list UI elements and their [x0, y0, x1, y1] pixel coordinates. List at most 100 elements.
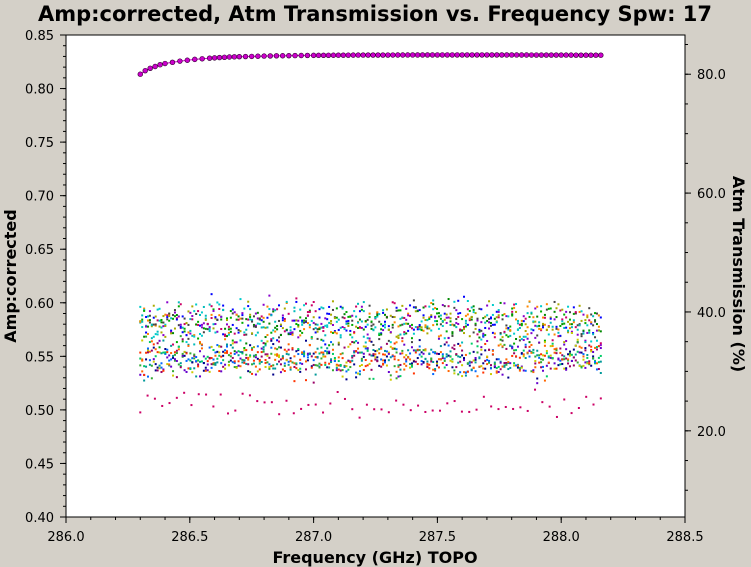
data-point: [324, 317, 327, 320]
data-point: [164, 313, 167, 316]
data-point: [351, 323, 354, 326]
data-point: [318, 366, 321, 369]
data-point: [162, 339, 165, 342]
data-point: [568, 350, 571, 353]
data-point: [150, 337, 153, 340]
data-point: [328, 362, 331, 365]
data-point: [555, 327, 558, 330]
data-point: [501, 336, 504, 339]
data-point: [476, 375, 479, 378]
data-point: [582, 364, 585, 367]
data-point: [245, 362, 248, 365]
data-point: [563, 341, 566, 344]
data-point: [474, 361, 477, 364]
data-point: [567, 329, 570, 332]
data-point: [347, 315, 350, 318]
data-point: [542, 322, 545, 325]
data-point: [588, 331, 591, 334]
data-point: [227, 363, 230, 366]
data-point: [199, 341, 202, 344]
data-point: [488, 321, 491, 324]
data-point: [281, 356, 284, 359]
data-point: [543, 339, 546, 342]
data-point: [141, 339, 144, 342]
data-point: [445, 330, 448, 333]
data-point: [387, 371, 390, 374]
data-point: [249, 318, 252, 321]
data-point: [391, 347, 394, 350]
data-point: [545, 352, 548, 355]
data-point: [266, 316, 269, 319]
data-point: [152, 316, 155, 319]
data-point: [175, 396, 178, 399]
data-point: [152, 323, 155, 326]
data-point: [145, 365, 148, 368]
data-point: [488, 300, 491, 303]
data-point: [437, 358, 440, 361]
data-point: [200, 334, 203, 337]
data-point: [455, 353, 458, 356]
data-point: [351, 356, 354, 359]
data-point: [493, 363, 496, 366]
data-point: [568, 311, 571, 314]
data-point: [445, 355, 448, 358]
data-point: [258, 322, 261, 325]
data-point: [218, 314, 221, 317]
data-point: [540, 310, 543, 313]
data-point: [231, 361, 234, 364]
data-point: [189, 332, 192, 335]
data-point: [187, 310, 190, 313]
data-point: [395, 335, 398, 338]
data-point: [254, 325, 257, 328]
data-point: [507, 328, 510, 331]
data-point: [549, 317, 552, 320]
data-point: [185, 352, 188, 355]
data-point: [580, 310, 583, 313]
data-point: [158, 364, 161, 367]
data-point: [526, 409, 529, 412]
data-point: [364, 359, 367, 362]
data-point: [212, 358, 215, 361]
data-point: [225, 351, 228, 354]
data-point: [276, 308, 279, 311]
plot-area[interactable]: [65, 34, 686, 518]
y-tick-label: 0.45: [25, 457, 54, 472]
data-point: [341, 326, 344, 329]
data-point: [146, 375, 149, 378]
data-point: [283, 307, 286, 310]
data-point: [432, 303, 435, 306]
data-point: [210, 317, 213, 320]
data-point: [451, 358, 454, 361]
data-point: [224, 334, 227, 337]
data-point: [389, 341, 392, 344]
data-point: [436, 312, 439, 315]
data-point: [148, 310, 151, 313]
data-point: [464, 371, 467, 374]
data-point: [337, 341, 340, 344]
data-point: [160, 331, 163, 334]
data-point: [339, 353, 342, 356]
data-point: [276, 348, 279, 351]
atm-point: [400, 52, 406, 58]
data-point: [235, 351, 238, 354]
data-point: [549, 345, 552, 348]
data-point: [216, 301, 219, 304]
data-point: [534, 320, 537, 323]
data-point: [588, 329, 591, 332]
atm-point: [330, 52, 337, 58]
data-point: [378, 313, 381, 316]
data-point: [301, 351, 304, 354]
data-point: [251, 372, 254, 375]
data-point: [146, 319, 149, 322]
data-point: [524, 357, 527, 360]
data-point: [289, 360, 292, 363]
data-point: [549, 307, 552, 310]
data-point: [536, 315, 539, 318]
data-point: [303, 321, 306, 324]
atm-point: [578, 52, 584, 58]
data-point: [397, 337, 400, 340]
data-point: [520, 319, 523, 322]
data-point: [570, 323, 573, 326]
data-point: [357, 347, 360, 350]
data-point: [170, 365, 173, 368]
